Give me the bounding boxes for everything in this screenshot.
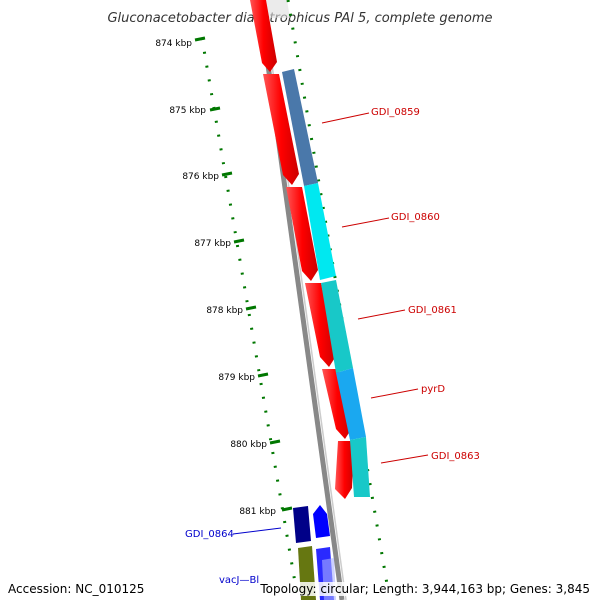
reverse-cds-arrow[interactable] (250, 0, 277, 72)
ruler-tick (194, 36, 206, 42)
gene-labels: GDI_0859 GDI_0860 GDI_0861 pyrD GDI_0863 (321, 107, 480, 464)
ruler-tick-label: 881 kbp (239, 507, 276, 517)
top-feature-fragment (264, 0, 290, 18)
cds-gdi-0864[interactable] (293, 506, 311, 543)
reverse-cds-arrow[interactable] (322, 369, 352, 439)
ruler-tick (281, 506, 293, 512)
gene-label-vacj[interactable]: vacJ—Bl (219, 575, 259, 586)
reverse-cds-arrow[interactable] (305, 283, 336, 367)
ruler-tick-label: 874 kbp (155, 39, 192, 49)
gene-label-gdi-0860[interactable]: GDI_0860 (391, 212, 440, 223)
ruler-tick-label: 876 kbp (182, 172, 219, 182)
ruler-tick-label: 878 kbp (206, 306, 243, 316)
accession-text: Accession: NC_010125 (8, 582, 145, 596)
ruler-tick (245, 305, 257, 311)
ruler-line-right (286, 0, 390, 591)
ruler-tick (269, 439, 281, 445)
reverse-strand-genes (250, 0, 354, 499)
reverse-cds-arrow[interactable] (286, 187, 318, 281)
ruler-tick (209, 106, 221, 112)
ruler-tick-label: 875 kbp (169, 106, 206, 116)
reverse-cds-arrow[interactable] (263, 74, 299, 185)
ruler-tick-label: 880 kbp (230, 440, 267, 450)
label-leader (370, 388, 419, 399)
cds-gdi-0859[interactable] (282, 69, 318, 186)
gene-label-gdi-0863[interactable]: GDI_0863 (431, 451, 480, 462)
map-title: Gluconacetobacter diazotrophicus PAl 5, … (107, 11, 492, 26)
label-leader (341, 217, 390, 228)
ruler-tick (221, 171, 233, 177)
ruler-tick (257, 372, 269, 378)
label-leader (321, 112, 370, 124)
ruler-tick-label: 879 kbp (218, 373, 255, 383)
cds-gdi-0861[interactable] (321, 280, 353, 373)
cds-gdi-0860[interactable] (304, 183, 336, 280)
ruler-ticks: 874 kbp 875 kbp 876 kbp 877 kbp 878 kbp … (155, 36, 293, 517)
label-leader (232, 527, 282, 535)
label-leader (380, 454, 429, 464)
cds-arrow-blue[interactable] (313, 505, 330, 538)
reverse-cds-arrow[interactable] (335, 441, 354, 499)
cds-pyrd[interactable] (336, 368, 366, 440)
gene-label-gdi-0864[interactable]: GDI_0864 (185, 529, 234, 540)
ruler-tick-label: 877 kbp (194, 239, 231, 249)
gene-label-pyrd[interactable]: pyrD (421, 384, 445, 395)
cds-gdi-0863[interactable] (350, 437, 370, 497)
forward-strand-genes (282, 69, 370, 497)
gene-label-gdi-0859[interactable]: GDI_0859 (371, 107, 420, 118)
gene-label-gdi-0861[interactable]: GDI_0861 (408, 305, 457, 316)
topology-text: Topology: circular; Length: 3,944,163 bp… (260, 582, 590, 596)
ruler-tick (233, 238, 245, 244)
label-leader (357, 309, 406, 320)
